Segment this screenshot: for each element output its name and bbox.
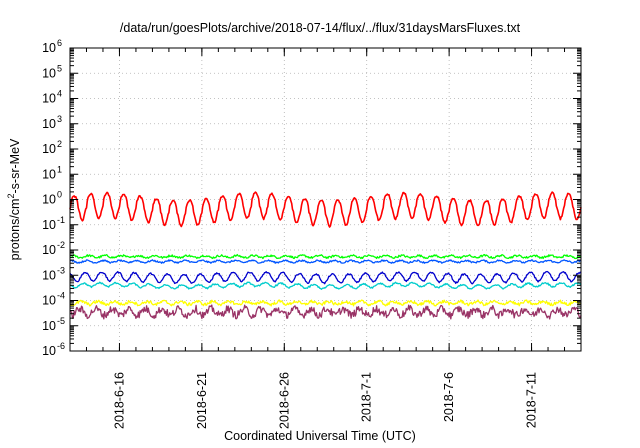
- y-axis: 10-610-510-410-310-210-11001011021031041…: [42, 38, 581, 358]
- y-tick-exponent: -6: [57, 341, 65, 351]
- y-tick-exponent: -4: [57, 291, 65, 301]
- series-line-5: [69, 281, 582, 290]
- data-series: [69, 191, 582, 320]
- y-tick-exponent: 4: [57, 89, 62, 99]
- y-tick-exponent: 1: [57, 164, 62, 174]
- x-axis-label: Coordinated Universal Time (UTC): [224, 429, 416, 443]
- y-tick-label: 106: [42, 38, 62, 55]
- chart-title: /data/run/goesPlots/archive/2018-07-14/f…: [119, 21, 521, 35]
- y-tick-exponent: -1: [57, 215, 65, 225]
- y-tick-label: 103: [42, 114, 62, 131]
- y-tick-label: 100: [42, 190, 62, 207]
- x-tick-label: 2018-7-11: [525, 372, 539, 428]
- y-tick-label: 10-3: [42, 265, 65, 282]
- y-tick-exponent: -3: [57, 265, 65, 275]
- x-tick-label: 2018-7-6: [442, 372, 456, 422]
- y-tick-label: 10-4: [42, 291, 65, 308]
- series-line-2: [69, 253, 582, 260]
- y-tick-label: 10-1: [42, 215, 65, 232]
- y-tick-label: 10-6: [42, 341, 65, 358]
- y-tick-label: 10-5: [42, 316, 65, 333]
- series-line-6: [69, 299, 582, 307]
- y-tick-label: 10-2: [42, 240, 65, 257]
- y-tick-exponent: 3: [57, 114, 62, 124]
- x-tick-label: 2018-6-26: [277, 372, 291, 429]
- series-line-4: [69, 270, 582, 285]
- y-tick-label: 105: [42, 63, 62, 80]
- x-axis: 2018-6-16 2018-6-21 2018-6-26 2018-7-1 2018-…: [69, 48, 582, 429]
- y-tick-exponent: -2: [57, 240, 65, 250]
- y-axis-label: protons/cm2-s-sr-MeV: [6, 138, 22, 260]
- x-tick-label: 2018-7-1: [360, 372, 374, 422]
- x-tick-label: 2018-6-16: [112, 372, 126, 429]
- y-tick-label: 102: [42, 139, 62, 156]
- grid-lines: [70, 48, 581, 351]
- series-line-7: [69, 304, 582, 320]
- y-tick-label: 104: [42, 89, 62, 106]
- series-line-3: [69, 259, 582, 264]
- y-tick-exponent: 2: [57, 139, 62, 149]
- y-tick-exponent: 0: [57, 190, 62, 200]
- y-tick-exponent: 5: [57, 63, 62, 73]
- x-tick-label: 2018-6-21: [195, 372, 209, 429]
- y-tick-exponent: -5: [57, 316, 65, 326]
- y-tick-exponent: 6: [57, 38, 62, 48]
- series-line-1: [69, 191, 582, 228]
- y-tick-label: 101: [42, 164, 62, 181]
